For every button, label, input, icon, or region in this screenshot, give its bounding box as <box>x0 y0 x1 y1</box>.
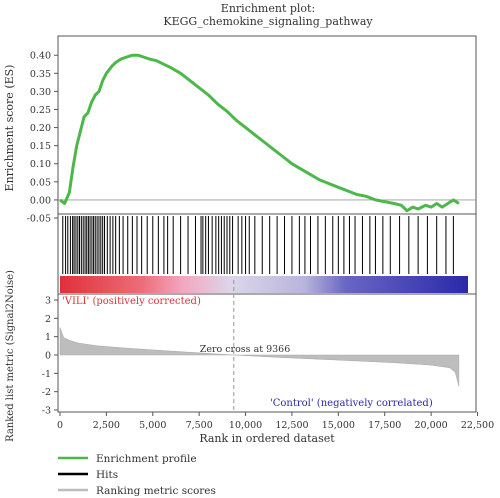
x-tick-label: 12,500 <box>275 420 308 431</box>
legend-label: Enrichment profile <box>96 453 197 465</box>
legend-label: Hits <box>96 469 118 481</box>
x-tick-label: 2,500 <box>93 420 120 431</box>
x-tick-label: 0 <box>57 420 63 431</box>
ranking-y-tick-label: 3 <box>45 296 51 307</box>
ranking-metric-area <box>59 327 460 387</box>
es-y-tick-label: 0.25 <box>30 105 51 116</box>
es-y-axis-label: Enrichment score (ES) <box>3 65 16 192</box>
ranking-y-tick-label: 1 <box>45 332 51 343</box>
es-y-tick-label: 0.35 <box>30 69 51 80</box>
es-y-tick-label: 0.10 <box>30 159 51 170</box>
positive-label: 'VILI' (positively corrected) <box>62 296 201 307</box>
es-y-tick-label: -0.05 <box>27 214 51 225</box>
x-tick-label: 20,000 <box>414 420 447 431</box>
es-y-tick-label: 0.20 <box>30 123 51 134</box>
ranking-y-tick-label: -1 <box>42 369 51 380</box>
legend-label: Ranking metric scores <box>96 485 216 497</box>
enrichment-profile-line <box>59 53 460 213</box>
x-tick-label: 15,000 <box>322 420 355 431</box>
x-tick-label: 5,000 <box>139 420 166 431</box>
chart-subtitle: KEGG_chemokine_signaling_pathway <box>163 15 373 28</box>
zero-cross-label: Zero cross at 9366 <box>200 344 291 355</box>
es-y-tick-label: 0.15 <box>30 141 51 152</box>
x-tick-label: 22,500 <box>461 420 494 431</box>
x-tick-label: 10,000 <box>229 420 262 431</box>
chart-title: Enrichment plot: <box>221 2 315 15</box>
es-y-tick-label: 0.40 <box>30 51 51 62</box>
ranking-y-tick-label: 0 <box>45 351 51 362</box>
rank-color-bar <box>60 276 468 293</box>
es-y-ticks: 0.40 0.35 0.30 0.25 0.20 0.15 0.10 0.05 0.00 -0.0… <box>27 51 58 225</box>
ranking-y-tick-label: -2 <box>42 387 51 398</box>
x-axis-label: Rank in ordered dataset <box>199 432 335 445</box>
legend: Enrichment profile Hits Ranking metric sco… <box>58 453 216 497</box>
es-panel-frame <box>57 35 477 215</box>
ranking-y-ticks: 3 2 1 0 -1 -2 -3 <box>42 296 58 417</box>
ranking-panel-frame <box>57 293 477 413</box>
ranking-y-tick-label: -3 <box>42 406 51 417</box>
x-axis-ticks: 0 2,500 5,000 7,500 10,000 12,500 15,000 17,500… <box>57 412 494 431</box>
x-tick-label: 7,500 <box>186 420 213 431</box>
ranking-y-tick-label: 2 <box>45 314 51 325</box>
hits-markers <box>62 216 454 274</box>
es-y-tick-label: 0.00 <box>30 195 51 206</box>
x-tick-label: 17,500 <box>368 420 401 431</box>
es-y-tick-label: 0.30 <box>30 87 51 98</box>
negative-label: 'Control' (negatively correlated) <box>270 398 433 409</box>
ranking-y-axis-label: Ranked list metric (Signal2Noise) <box>5 270 16 442</box>
es-y-tick-label: 0.05 <box>30 177 51 188</box>
